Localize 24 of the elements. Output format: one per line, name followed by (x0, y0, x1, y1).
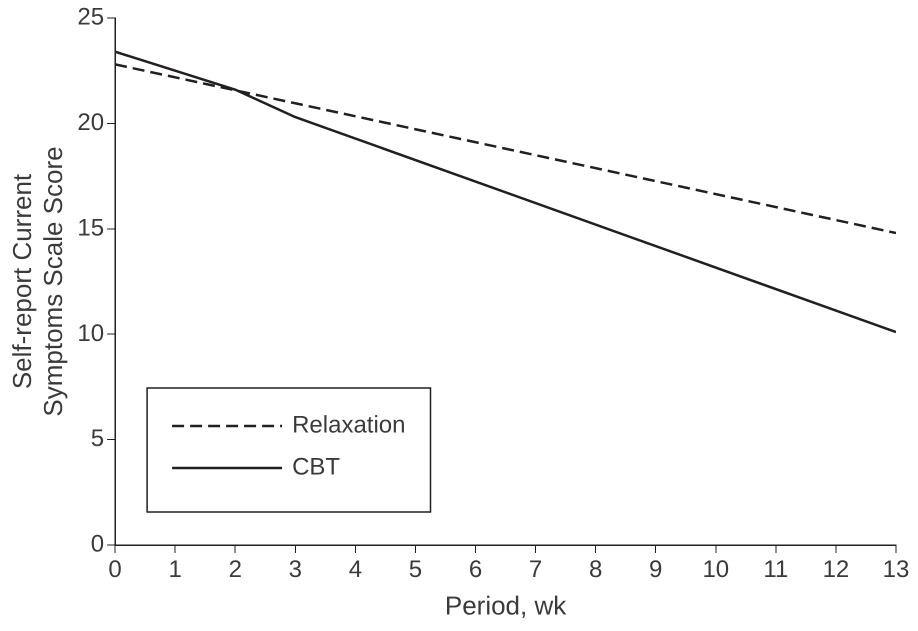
y-tick-label: 5 (90, 425, 104, 452)
x-tick-label: 6 (468, 556, 482, 584)
legend-label: CBT (292, 454, 340, 481)
x-tick-label: 8 (588, 556, 602, 584)
y-tick-label: 25 (77, 4, 104, 31)
x-tick-label: 9 (649, 556, 662, 584)
y-tick-label: 10 (77, 320, 104, 347)
x-tick-label: 3 (288, 556, 302, 584)
x-tick-label: 5 (408, 556, 422, 584)
x-tick-label: 7 (528, 556, 542, 584)
legend-label: Relaxation (292, 412, 406, 439)
x-tick-label: 4 (348, 556, 362, 584)
x-tick-label: 11 (763, 556, 788, 584)
x-axis-title: Period, wk (444, 590, 568, 621)
x-tick-label: 1 (168, 556, 182, 584)
x-tick-label: 10 (702, 556, 730, 584)
x-tick-label: 2 (228, 556, 242, 584)
y-tick-label: 15 (77, 214, 104, 242)
y-tick-label: 0 (90, 530, 104, 558)
x-tick-label: 12 (822, 556, 850, 584)
y-axis-title: Self-report Current Symptoms Scale Score (6, 146, 68, 417)
x-tick-label: 13 (882, 556, 910, 584)
y-tick-label: 20 (77, 109, 104, 136)
x-tick-label: 0 (108, 556, 122, 584)
